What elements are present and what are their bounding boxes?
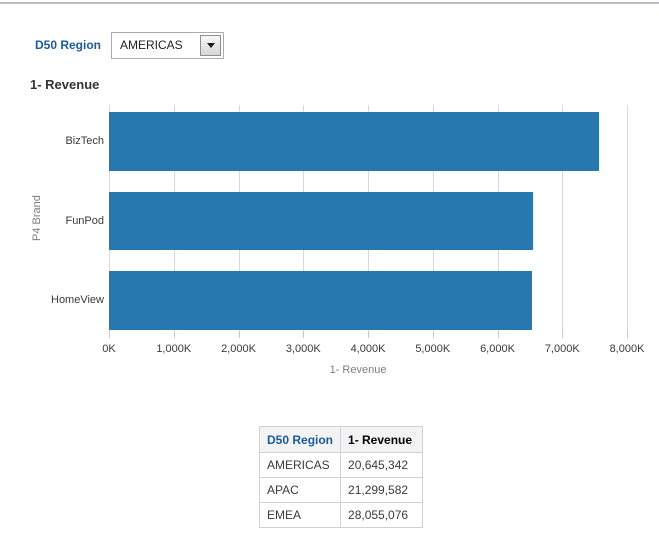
- y-axis-category-labels: BizTech FunPod HomeView: [40, 105, 104, 331]
- chart-title: 1- Revenue: [30, 77, 100, 92]
- plot-area: [109, 105, 628, 331]
- axis-tick: [627, 331, 628, 338]
- x-tick-label: 4,000K: [350, 343, 386, 355]
- top-divider: [0, 2, 659, 4]
- region-select-value: AMERICAS: [120, 38, 183, 52]
- gridline: [627, 105, 628, 331]
- gridline: [562, 105, 564, 331]
- bar-biztech[interactable]: [109, 112, 599, 171]
- axis-tick: [173, 331, 175, 338]
- revenue-table: D50 Region 1- Revenue AMERICAS 20,645,342…: [258, 426, 424, 528]
- column-header-d50-region[interactable]: D50 Region: [258, 426, 342, 453]
- x-axis-tick-labels: 0K 1,000K 2,000K 3,000K 4,000K 5,000K 6,000K 7,…: [102, 343, 644, 356]
- x-tick-label: 2,000K: [221, 343, 256, 355]
- axis-tick: [497, 331, 499, 338]
- axis-tick: [238, 331, 240, 338]
- x-tick-label: 1,000K: [156, 343, 192, 355]
- table-header-row: D50 Region 1- Revenue: [258, 426, 424, 453]
- axis-tick: [432, 331, 434, 338]
- revenue-cell: 20,645,342: [340, 452, 424, 478]
- region-cell: EMEA: [258, 502, 342, 528]
- x-axis-title: 1- Revenue: [329, 364, 387, 376]
- axis-tick: [368, 331, 369, 338]
- revenue-cell: 28,055,076: [340, 502, 424, 528]
- axis-tick: [562, 331, 564, 338]
- x-tick-label: 3,000K: [285, 343, 321, 355]
- region-prompt-label: D50 Region: [34, 38, 101, 52]
- table-row: APAC 21,299,582: [258, 477, 424, 503]
- table-row: AMERICAS 20,645,342: [258, 452, 424, 478]
- x-tick-label: 0K: [102, 343, 116, 355]
- x-tick-label: 6,000K: [480, 343, 515, 355]
- region-cell: APAC: [258, 477, 342, 503]
- category-label: HomeView: [51, 294, 104, 307]
- category-label: FunPod: [65, 214, 104, 227]
- column-header-revenue[interactable]: 1- Revenue: [340, 426, 424, 453]
- axis-tick: [303, 331, 305, 338]
- revenue-cell: 21,299,582: [340, 477, 424, 503]
- axis-tick: [109, 331, 110, 338]
- table-row: EMEA 28,055,076: [258, 502, 424, 528]
- category-label: BizTech: [65, 135, 104, 148]
- region-select[interactable]: AMERICAS: [111, 32, 224, 59]
- x-tick-label: 5,000K: [415, 343, 451, 355]
- x-axis-tickmarks: [109, 331, 628, 338]
- bar-funpod[interactable]: [109, 191, 534, 250]
- dropdown-arrow-button[interactable]: [200, 35, 221, 56]
- chevron-down-icon: [206, 43, 215, 48]
- region-cell: AMERICAS: [258, 452, 342, 478]
- x-tick-label: 8,000K: [609, 343, 645, 355]
- bar-homeview[interactable]: [109, 271, 532, 330]
- x-tick-label: 7,000K: [544, 343, 580, 355]
